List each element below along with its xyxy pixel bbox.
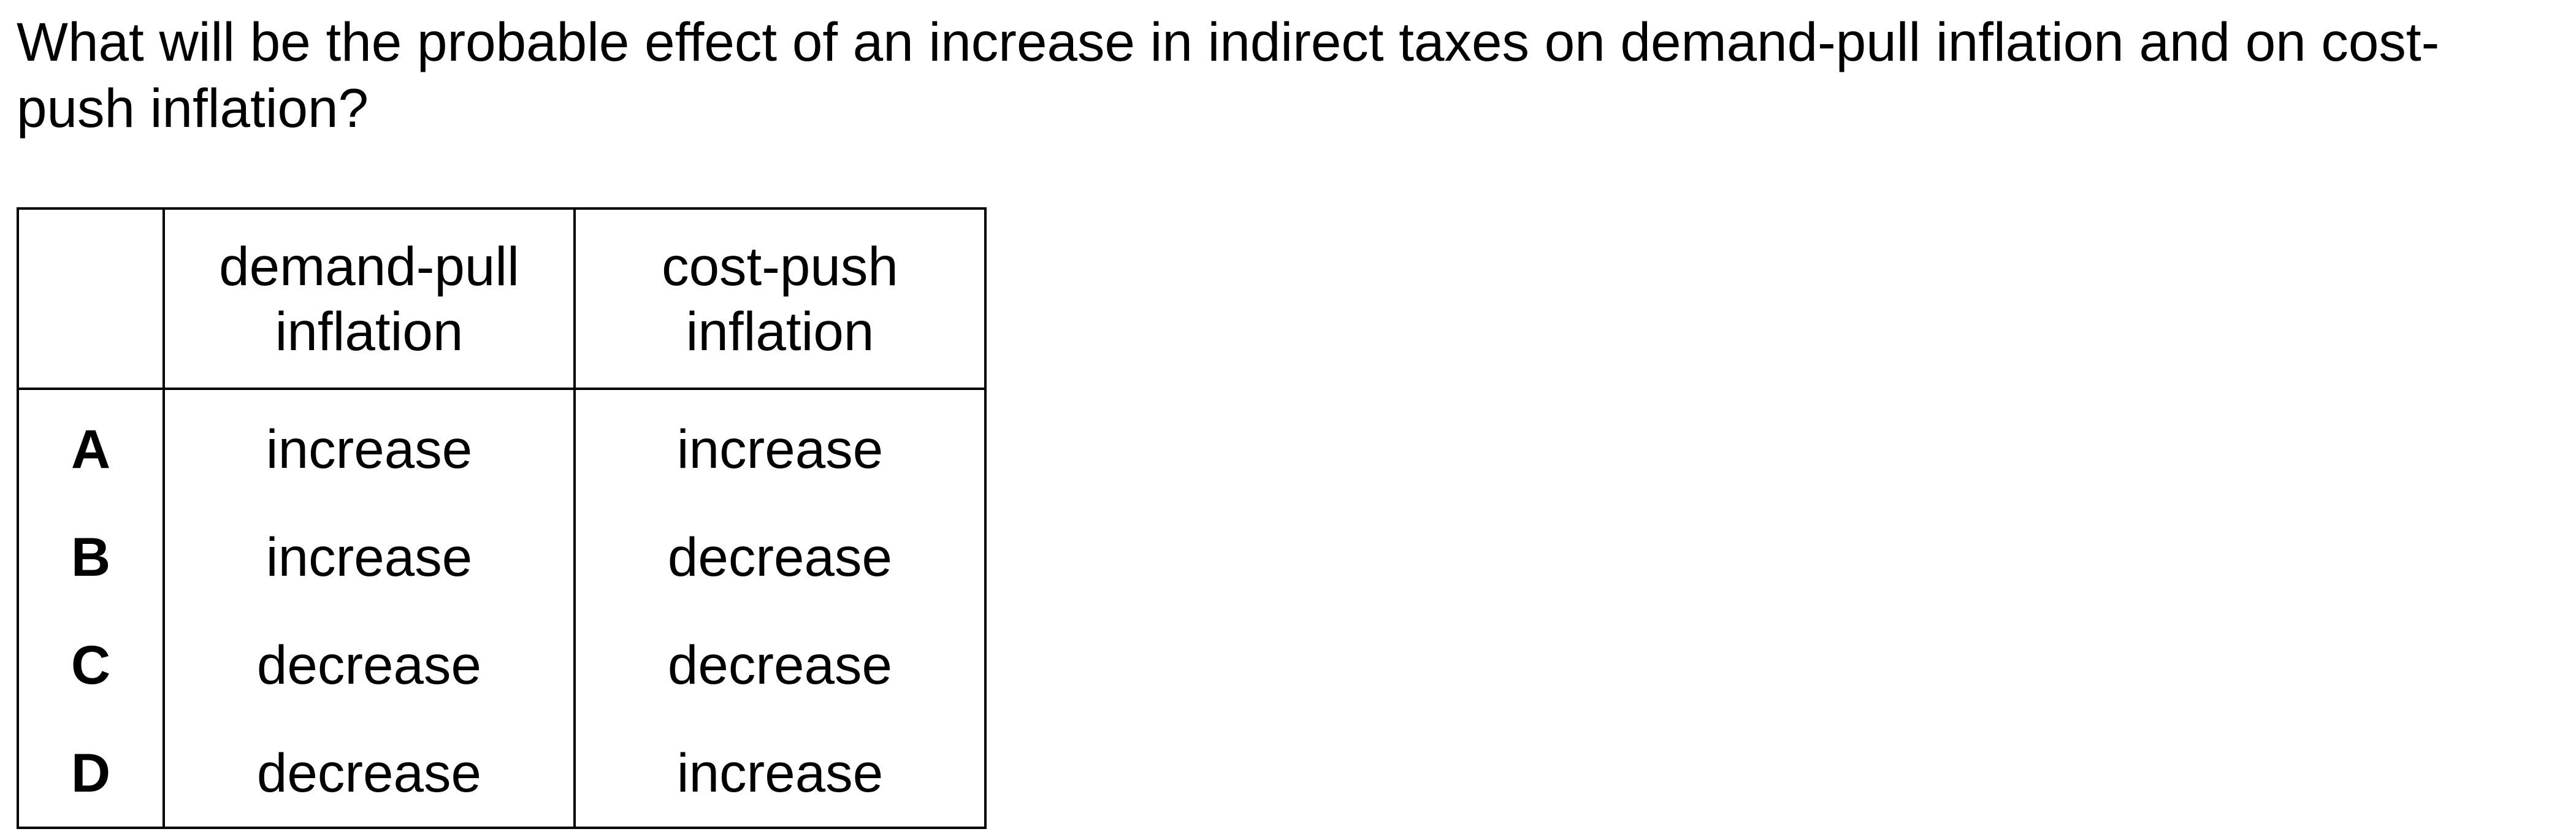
header-cost-push-line2: inflation xyxy=(686,300,874,362)
cost-push-cell: increase xyxy=(573,389,985,503)
option-key: A xyxy=(71,418,111,480)
option-row-b: B increase decrease xyxy=(18,503,985,611)
header-demand-pull: demand-pull inflation xyxy=(162,208,575,390)
option-row-c: C decrease decrease xyxy=(18,611,985,719)
question-text: What will be the probable effect of an i… xyxy=(17,11,2440,139)
answer-options-table: demand-pull inflation cost-push inflatio… xyxy=(17,207,987,829)
option-key: D xyxy=(71,741,111,803)
header-cost-push-line1: cost-push xyxy=(662,235,898,297)
option-key: B xyxy=(71,526,111,587)
option-row-d: D decrease increase xyxy=(18,719,985,828)
header-demand-pull-line1: demand-pull xyxy=(219,235,519,297)
header-demand-pull-line2: inflation xyxy=(275,300,464,362)
header-row: demand-pull inflation cost-push inflatio… xyxy=(18,208,985,390)
cost-push-cell: increase xyxy=(573,719,985,828)
table-body: A increase increase B increase decrease … xyxy=(18,389,985,828)
corner-cell xyxy=(18,208,164,390)
header-cost-push: cost-push inflation xyxy=(573,208,985,390)
demand-pull-cell: increase xyxy=(162,503,575,611)
table-header: demand-pull inflation cost-push inflatio… xyxy=(18,208,985,390)
demand-pull-cell: decrease xyxy=(162,719,575,828)
cost-push-cell: decrease xyxy=(573,503,985,611)
option-key: C xyxy=(71,633,111,695)
demand-pull-cell: decrease xyxy=(162,611,575,719)
demand-pull-cell: increase xyxy=(162,389,575,503)
option-row-a: A increase increase xyxy=(18,389,985,503)
cost-push-cell: decrease xyxy=(573,611,985,719)
